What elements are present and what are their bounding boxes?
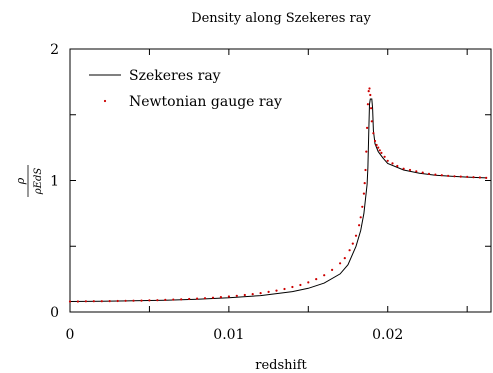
data-point-newtonian-gauge-ray [267, 290, 270, 293]
data-point-newtonian-gauge-ray [368, 87, 371, 90]
legend: Szekeres ray Newtonian gauge ray [89, 68, 282, 110]
axis-tick-labels: 0 0.01 0.02 0 1 2 [50, 42, 403, 343]
data-point-newtonian-gauge-ray [366, 126, 369, 129]
data-point-newtonian-gauge-ray [116, 299, 119, 303]
series-line-szekeres-ray [69, 98, 487, 302]
data-point-newtonian-gauge-ray [323, 274, 326, 277]
data-point-newtonian-gauge-ray [373, 139, 377, 143]
data-point-newtonian-gauge-ray [367, 90, 370, 93]
data-point-newtonian-gauge-ray [100, 300, 103, 303]
data-point-newtonian-gauge-ray [386, 159, 389, 162]
x-tick-label: 0.01 [213, 327, 244, 343]
data-point-newtonian-gauge-ray [354, 234, 358, 237]
data-point-newtonian-gauge-ray [358, 224, 361, 227]
legend-swatch-newtonian-gauge-ray [103, 99, 107, 103]
data-point-newtonian-gauge-ray [227, 295, 230, 298]
data-point-newtonian-gauge-ray [375, 143, 378, 147]
data-point-newtonian-gauge-ray [485, 176, 488, 179]
data-point-newtonian-gauge-ray [378, 149, 381, 152]
data-point-newtonian-gauge-ray [365, 150, 368, 153]
data-point-newtonian-gauge-ray [380, 151, 383, 154]
data-point-newtonian-gauge-ray [472, 176, 475, 179]
data-point-newtonian-gauge-ray [235, 294, 238, 297]
data-point-newtonian-gauge-ray [283, 287, 286, 291]
data-point-newtonian-gauge-ray [140, 299, 143, 302]
data-point-newtonian-gauge-ray [361, 205, 364, 208]
data-point-newtonian-gauge-ray [243, 293, 246, 297]
data-point-newtonian-gauge-ray [351, 242, 354, 245]
data-point-newtonian-gauge-ray [148, 299, 151, 302]
data-point-newtonian-gauge-ray [415, 170, 418, 173]
legend-label-szekeres-ray: Szekeres ray [129, 68, 221, 84]
data-point-newtonian-gauge-ray [402, 167, 405, 170]
data-point-newtonian-gauge-ray [478, 176, 481, 179]
y-axis-label-denominator: ρEdS [33, 168, 44, 196]
data-point-newtonian-gauge-ray [68, 300, 72, 303]
data-point-newtonian-gauge-ray [172, 298, 175, 301]
data-point-newtonian-gauge-ray [124, 299, 127, 302]
chart-title: Density along Szekeres ray [191, 11, 371, 26]
data-point-newtonian-gauge-ray [391, 162, 394, 165]
legend-label-newtonian-gauge-ray: Newtonian gauge ray [129, 94, 282, 110]
data-point-newtonian-gauge-ray [331, 268, 334, 271]
data-point-newtonian-gauge-ray [84, 300, 87, 303]
data-point-newtonian-gauge-ray [180, 298, 183, 301]
data-point-newtonian-gauge-ray [348, 249, 351, 252]
data-point-newtonian-gauge-ray [383, 155, 386, 158]
y-axis-label-numerator: ρ [14, 177, 27, 185]
data-point-newtonian-gauge-ray [108, 300, 111, 303]
data-point-newtonian-gauge-ray [291, 285, 294, 289]
data-point-newtonian-gauge-ray [466, 175, 469, 178]
data-point-newtonian-gauge-ray [453, 175, 456, 178]
data-point-newtonian-gauge-ray [434, 173, 437, 176]
data-point-newtonian-gauge-ray [132, 299, 135, 302]
data-point-newtonian-gauge-ray [164, 298, 167, 301]
data-point-newtonian-gauge-ray [447, 174, 450, 177]
x-tick-label: 0 [66, 327, 75, 343]
data-point-newtonian-gauge-ray [275, 289, 278, 292]
data-point-newtonian-gauge-ray [299, 283, 302, 287]
data-point-newtonian-gauge-ray [366, 103, 369, 106]
data-point-newtonian-gauge-ray [203, 297, 207, 300]
data-point-newtonian-gauge-ray [370, 107, 373, 110]
data-point-newtonian-gauge-ray [339, 262, 342, 265]
data-point-newtonian-gauge-ray [362, 192, 365, 195]
data-point-newtonian-gauge-ray [369, 93, 372, 97]
data-point-newtonian-gauge-ray [372, 132, 375, 135]
data-point-newtonian-gauge-ray [364, 168, 367, 172]
data-point-newtonian-gauge-ray [459, 175, 462, 178]
data-point-newtonian-gauge-ray [315, 278, 318, 281]
data-point-newtonian-gauge-ray [156, 299, 159, 302]
data-point-newtonian-gauge-ray [211, 296, 215, 299]
data-point-newtonian-gauge-ray [307, 281, 310, 284]
axis-ticks [69, 48, 491, 313]
data-point-newtonian-gauge-ray [259, 292, 262, 295]
data-point-newtonian-gauge-ray [363, 182, 366, 185]
y-tick-label: 2 [50, 42, 59, 58]
data-point-newtonian-gauge-ray [196, 297, 199, 300]
data-point-newtonian-gauge-ray [92, 300, 95, 303]
y-tick-label: 1 [50, 174, 59, 190]
data-point-newtonian-gauge-ray [421, 171, 424, 174]
data-point-newtonian-gauge-ray [219, 296, 222, 299]
data-point-newtonian-gauge-ray [76, 300, 79, 303]
data-point-newtonian-gauge-ray [377, 146, 380, 149]
data-point-newtonian-gauge-ray [188, 297, 191, 301]
data-point-newtonian-gauge-ray [370, 120, 373, 123]
x-tick-label: 0.02 [372, 327, 403, 343]
y-tick-label: 0 [50, 305, 59, 321]
data-point-newtonian-gauge-ray [396, 164, 399, 168]
y-axis-label: ρ ρEdS [14, 165, 44, 197]
data-point-newtonian-gauge-ray [251, 293, 254, 296]
series-layer [68, 87, 488, 303]
data-point-newtonian-gauge-ray [343, 257, 346, 260]
data-point-newtonian-gauge-ray [427, 172, 431, 175]
x-axis-label: redshift [255, 358, 307, 373]
plot-frame [69, 48, 492, 313]
data-point-newtonian-gauge-ray [440, 174, 443, 177]
data-point-newtonian-gauge-ray [359, 216, 362, 219]
data-point-newtonian-gauge-ray [408, 168, 412, 172]
